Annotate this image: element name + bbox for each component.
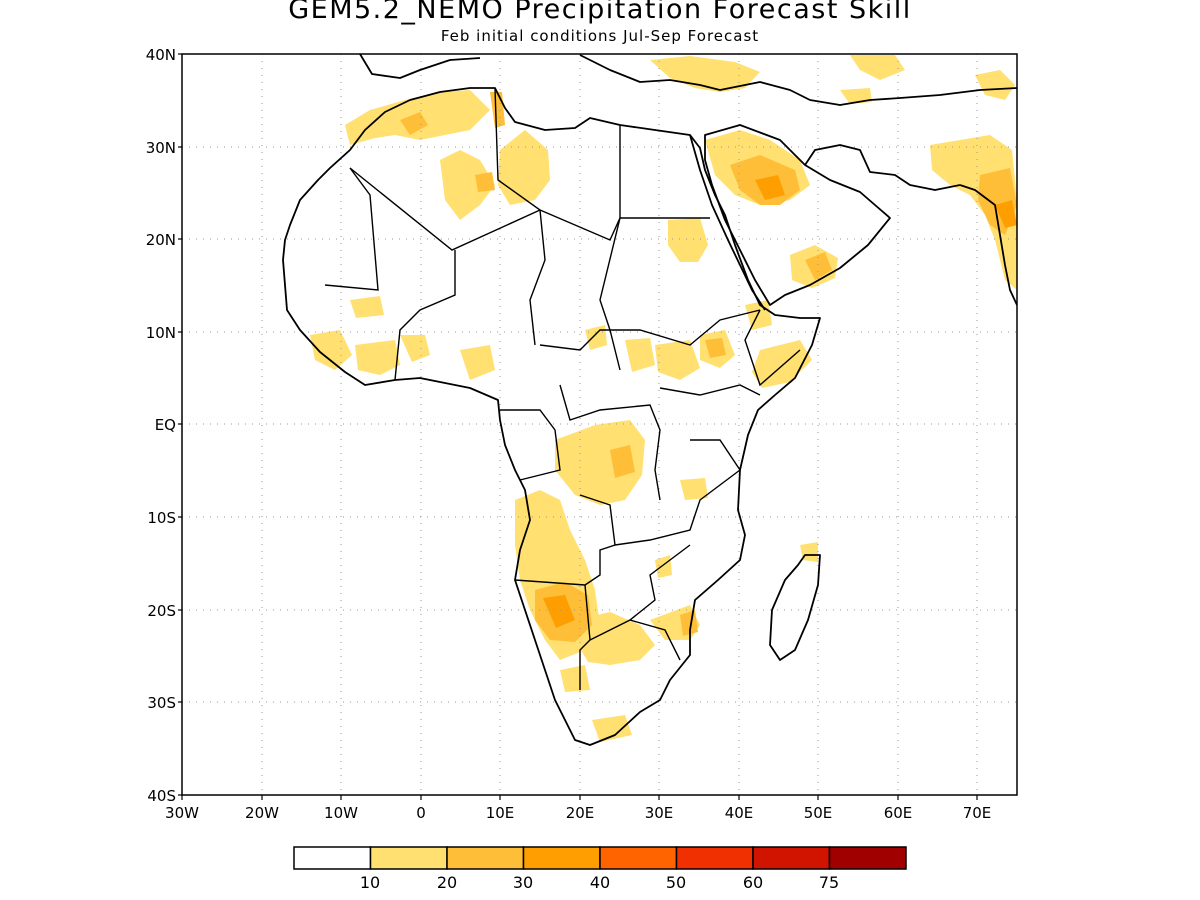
colorbar [293, 846, 907, 870]
lat-label: 20N [146, 231, 176, 249]
colorbar-swatch [752, 846, 831, 870]
colorbar-swatch [293, 846, 372, 870]
lat-label: 20S [147, 602, 176, 620]
country-borders [324, 87, 801, 690]
colorbar-label: 30 [513, 873, 533, 892]
colorbar-label: 75 [819, 873, 839, 892]
colorbar-swatch [828, 846, 907, 870]
lon-label: 70E [963, 804, 992, 822]
lat-label: 40N [146, 46, 176, 64]
skill-shading [310, 55, 1017, 742]
lon-label: 10W [324, 804, 358, 822]
lon-label: 30E [645, 804, 674, 822]
colorbar-label: 60 [743, 873, 763, 892]
colorbar-label: 40 [590, 873, 610, 892]
lon-label: 30W [165, 804, 199, 822]
colorbar-label: 10 [360, 873, 380, 892]
colorbar-label: 20 [437, 873, 457, 892]
colorbar-label: 50 [666, 873, 686, 892]
colorbar-swatch [369, 846, 448, 870]
lat-label: 10N [146, 324, 176, 342]
map-subtitle: Feb initial conditions Jul-Sep Forecast [440, 27, 760, 45]
lon-label: 60E [884, 804, 913, 822]
lat-label: 30S [147, 694, 176, 712]
coastlines [282, 54, 1017, 746]
lat-label: 40S [147, 787, 176, 805]
colorbar-swatch [522, 846, 601, 870]
map-title: GEM5.2_NEMO Precipitation Forecast Skill [288, 0, 912, 25]
lat-label: EQ [155, 416, 176, 434]
lat-label: 10S [147, 509, 176, 527]
lon-label: 0 [416, 804, 426, 822]
colorbar-swatch [599, 846, 678, 870]
lon-label: 20E [566, 804, 595, 822]
lon-label: 10E [486, 804, 515, 822]
lon-label: 40E [725, 804, 754, 822]
colorbar-swatch [446, 846, 525, 870]
lat-label: 30N [146, 139, 176, 157]
lon-label: 50E [804, 804, 833, 822]
colorbar-swatch [675, 846, 754, 870]
lon-label: 20W [245, 804, 279, 822]
